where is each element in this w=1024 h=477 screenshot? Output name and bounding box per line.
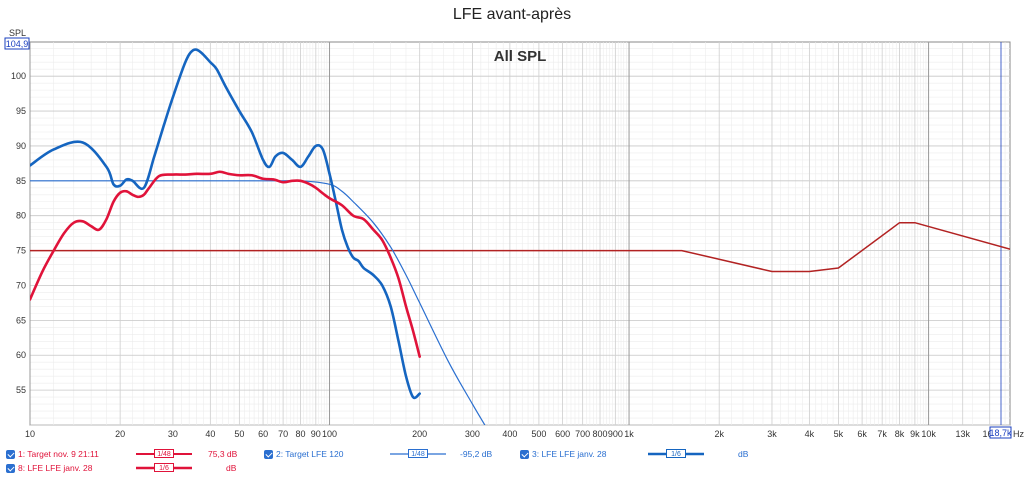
series-line-4[interactable] (30, 170, 421, 358)
y-tick-label: 95 (16, 106, 26, 116)
legend-label-8: 8: LFE LFE janv. 28 (18, 463, 93, 473)
y-tick-label: 75 (16, 246, 26, 256)
legend-swatch-8[interactable]: 1/6 (136, 462, 192, 474)
y-tick-label: 60 (16, 350, 26, 360)
legend-item-3[interactable]: 3: LFE LFE janv. 28 (520, 448, 613, 460)
x-tick-label: 50 (234, 429, 244, 439)
legend-label-1: 1: Target nov. 9 21:11 (18, 449, 99, 459)
y-tick-label: 55 (16, 385, 26, 395)
series-line-3[interactable] (30, 48, 421, 400)
legend-value-8: dB (226, 463, 237, 473)
x-tick-label: 6k (857, 429, 867, 439)
legend-swatch-3[interactable]: 1/6 (648, 448, 704, 460)
legend-item-8[interactable]: 8: LFE LFE janv. 28 (6, 462, 99, 474)
legend-checkbox-1[interactable] (6, 449, 15, 459)
legend: 1: Target nov. 9 21:11 1/48 75,3 dB 2: T… (6, 448, 1024, 476)
y-tick-label: 85 (16, 176, 26, 186)
x-tick-label: 500 (531, 429, 546, 439)
legend-value-3: dB (738, 449, 749, 459)
x-tick-label: 2k (714, 429, 724, 439)
y-top-readout: 104,9 (6, 39, 29, 49)
x-tick-label: 400 (502, 429, 517, 439)
x-tick-label: 40 (205, 429, 215, 439)
x-tick-label: 5k (834, 429, 844, 439)
x-tick-label: 90 (311, 429, 321, 439)
x-tick-label: 8k (895, 429, 905, 439)
x-tick-label: 300 (465, 429, 480, 439)
legend-smoothing-1[interactable]: 1/48 (154, 449, 174, 458)
x-tick-label: 10 (25, 429, 35, 439)
x-tick-label: 4k (805, 429, 815, 439)
x-tick-label: 700 (575, 429, 590, 439)
legend-value-1: 75,3 dB (208, 449, 238, 459)
legend-label-3: 3: LFE LFE janv. 28 (532, 449, 607, 459)
x-tick-label: 1k (624, 429, 634, 439)
plot-frame (29, 41, 1011, 426)
x-tick-label: 10k (921, 429, 936, 439)
legend-checkbox-3[interactable] (520, 449, 529, 459)
x-tick-label: 80 (295, 429, 305, 439)
x-tick-label: 100 (322, 429, 337, 439)
series-layer (30, 48, 1010, 425)
x-tick-label: 800 (593, 429, 608, 439)
plot-inner-title: All SPL (494, 48, 547, 65)
y-tick-label: 90 (16, 141, 26, 151)
y-tick-label: 65 (16, 315, 26, 325)
y-axis-label: SPL (9, 28, 26, 38)
x-tick-label: 60 (258, 429, 268, 439)
legend-smoothing-8[interactable]: 1/6 (154, 463, 174, 472)
x-right-readout: 18,7k (989, 428, 1012, 438)
x-tick-label: 30 (168, 429, 178, 439)
x-tick-label: 3k (767, 429, 777, 439)
legend-item-2[interactable]: 2: Target LFE 120 (264, 448, 349, 460)
x-tick-label: 70 (278, 429, 288, 439)
x-tick-label: 600 (555, 429, 570, 439)
x-tick-label: 7k (877, 429, 887, 439)
legend-label-2: 2: Target LFE 120 (276, 449, 344, 459)
legend-smoothing-3[interactable]: 1/6 (666, 449, 686, 458)
legend-smoothing-2[interactable]: 1/48 (408, 449, 428, 458)
legend-value-2: -95,2 dB (460, 449, 493, 459)
legend-checkbox-2[interactable] (264, 449, 273, 459)
x-tick-label: 900 (608, 429, 623, 439)
x-axis-unit: Hz (1013, 429, 1024, 439)
x-tick-label: 9k (910, 429, 920, 439)
legend-swatch-1[interactable]: 1/48 (136, 448, 192, 460)
y-tick-label: 100 (11, 71, 26, 81)
x-tick-label: 200 (412, 429, 427, 439)
x-right-readout-box[interactable] (989, 426, 1012, 439)
y-tick-label: 80 (16, 211, 26, 221)
grid-layer (29, 41, 1011, 426)
y-top-readout-box[interactable] (4, 37, 30, 50)
x-tick-label: 13k (955, 429, 970, 439)
y-tick-label: 70 (16, 280, 26, 290)
x-tick-label: 20 (115, 429, 125, 439)
legend-swatch-2[interactable]: 1/48 (390, 448, 446, 460)
series-line-1[interactable] (30, 221, 1010, 273)
chart-title: LFE avant-après (452, 6, 572, 23)
legend-checkbox-8[interactable] (6, 463, 15, 473)
legend-item-1[interactable]: 1: Target nov. 9 21:11 (6, 448, 105, 460)
